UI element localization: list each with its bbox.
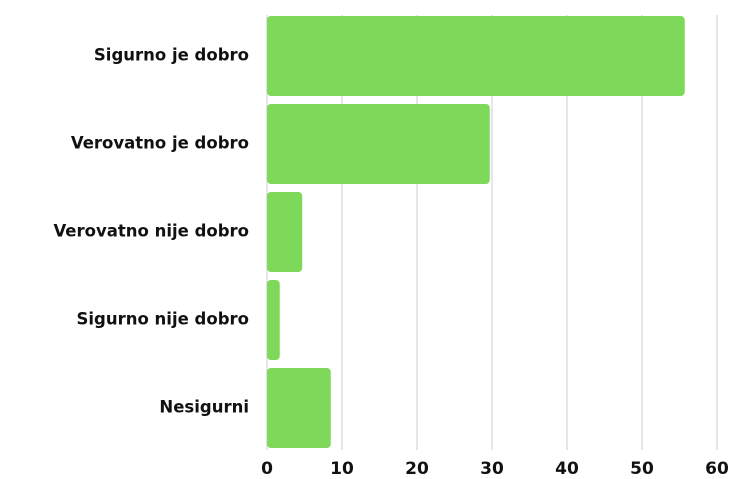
x-tick-label: 40 (555, 459, 579, 479)
bar (267, 103, 490, 185)
category-label: Sigurno nije dobro (77, 310, 250, 329)
x-tick-label: 60 (705, 459, 729, 479)
x-tick-label: 50 (630, 459, 654, 479)
bar (267, 15, 685, 97)
category-label: Nesigurni (159, 398, 249, 417)
bar (267, 367, 331, 449)
x-tick-label: 10 (330, 459, 354, 479)
bar (267, 191, 303, 273)
category-label: Verovatno je dobro (71, 134, 249, 153)
x-tick-label: 30 (480, 459, 504, 479)
category-label: Verovatno nije dobro (53, 222, 249, 241)
x-tick-label: 0 (261, 459, 273, 479)
x-tick-label: 20 (405, 459, 429, 479)
bar (267, 279, 280, 361)
category-label: Sigurno je dobro (94, 46, 249, 65)
